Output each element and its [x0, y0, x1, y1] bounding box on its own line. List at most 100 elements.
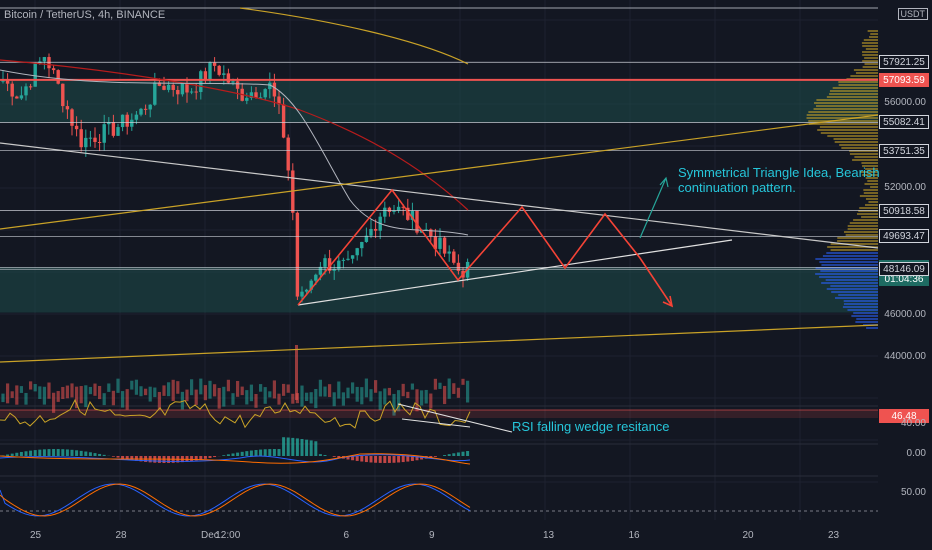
macd-bar	[61, 449, 64, 456]
volume-bar	[126, 389, 129, 410]
candle-body	[116, 127, 119, 136]
volume-profile-bar	[820, 270, 878, 272]
candle-body	[162, 86, 165, 90]
volume-profile-bar	[855, 321, 878, 323]
volume-bar	[24, 393, 27, 405]
volume-profile-bar	[852, 159, 878, 161]
volume-profile-bar	[853, 219, 878, 221]
macd-bar	[29, 451, 32, 456]
stochastic-panel	[0, 484, 878, 516]
volume-profile-bar	[839, 84, 878, 86]
candle-body	[11, 84, 14, 97]
volume-profile-bar	[859, 207, 878, 209]
volume-profile-bar	[844, 303, 878, 305]
macd-bar	[25, 451, 28, 456]
candle-body	[15, 97, 18, 99]
volume-bar	[337, 382, 340, 399]
macd-bar	[296, 438, 299, 456]
volume-bar	[213, 384, 216, 396]
volume-profile-bar	[867, 180, 878, 182]
volume-bar	[300, 386, 303, 407]
candle-body	[323, 258, 326, 267]
macd-bar	[457, 452, 460, 456]
volume-profile-bar	[814, 102, 878, 104]
macd-bar	[324, 455, 327, 456]
volume-bar	[195, 390, 198, 405]
volume-profile-bar	[869, 36, 878, 38]
rsi-tick-label: 40.00	[901, 418, 926, 429]
volume-profile-bar	[856, 72, 878, 74]
price-level-label: 57093.59	[879, 73, 929, 87]
price-level-label: 49693.47	[879, 229, 929, 243]
volume-bar	[374, 380, 377, 393]
zone-lower	[0, 267, 878, 312]
volume-bar	[34, 384, 37, 391]
volume-profile-bar	[831, 249, 878, 251]
macd-bar	[20, 452, 23, 456]
volume-profile-bar	[854, 156, 878, 158]
volume-bar	[342, 392, 345, 405]
candle-body	[360, 242, 363, 248]
macd-bar	[282, 437, 285, 456]
candle-body	[236, 81, 239, 88]
volume-profile-bar	[860, 195, 878, 197]
volume-profile-bar	[806, 117, 878, 119]
macd-bar	[314, 441, 317, 456]
volume-bar	[139, 386, 142, 396]
volume-bar	[107, 383, 110, 391]
volume-bar	[15, 385, 18, 404]
volume-bar	[89, 387, 92, 394]
candle-body	[70, 109, 73, 125]
candle-body	[176, 90, 179, 94]
volume-profile-bar	[820, 126, 878, 128]
candle-body	[245, 98, 248, 101]
macd-bar	[34, 450, 37, 456]
macd-bar	[259, 450, 262, 456]
macd-bar	[117, 456, 120, 458]
volume-profile-bar	[864, 57, 878, 59]
volume-bar	[443, 386, 446, 404]
volume-bar	[314, 389, 317, 408]
macd-bar	[268, 449, 271, 456]
macd-bar	[319, 454, 322, 456]
price-tick-label: 52000.00	[884, 182, 926, 193]
macd-bar	[80, 451, 83, 456]
macd-bar	[209, 456, 212, 458]
volume-profile-bar	[821, 264, 878, 266]
candle-body	[112, 122, 115, 136]
macd-bar	[305, 440, 308, 456]
volume-profile-bar	[851, 315, 878, 317]
volume-profile-bar	[816, 105, 878, 107]
candle-body	[126, 115, 129, 127]
volume-profile-bar	[815, 273, 878, 275]
volume-bar	[328, 384, 331, 397]
volume-bar	[379, 391, 382, 410]
volume-bar	[158, 392, 161, 410]
volume-bar	[103, 393, 106, 405]
volume-bar	[277, 394, 280, 405]
volume-bar	[80, 386, 83, 403]
x-tick-label: 25	[30, 530, 41, 541]
candle-body	[300, 292, 303, 297]
macd-bar	[222, 455, 225, 456]
volume-bar	[406, 392, 409, 398]
volume-bar	[254, 394, 257, 408]
candle-body	[383, 208, 386, 217]
macd-bar	[301, 439, 304, 456]
macd-bar	[103, 455, 106, 456]
volume-profile-bar	[850, 75, 878, 77]
volume-bar	[61, 387, 64, 399]
candle-body	[457, 263, 460, 271]
macd-bar	[448, 454, 451, 456]
volume-profile-bar	[862, 42, 878, 44]
currency-badge[interactable]: USDT	[898, 8, 929, 20]
candle-body	[351, 255, 354, 259]
volume-bar	[259, 384, 262, 392]
volume-bar	[291, 394, 294, 404]
volume-bar	[388, 388, 391, 395]
volume-bar	[29, 381, 32, 389]
volume-bar	[84, 385, 87, 407]
macd-bar	[310, 440, 313, 456]
macd-bar	[15, 453, 18, 456]
